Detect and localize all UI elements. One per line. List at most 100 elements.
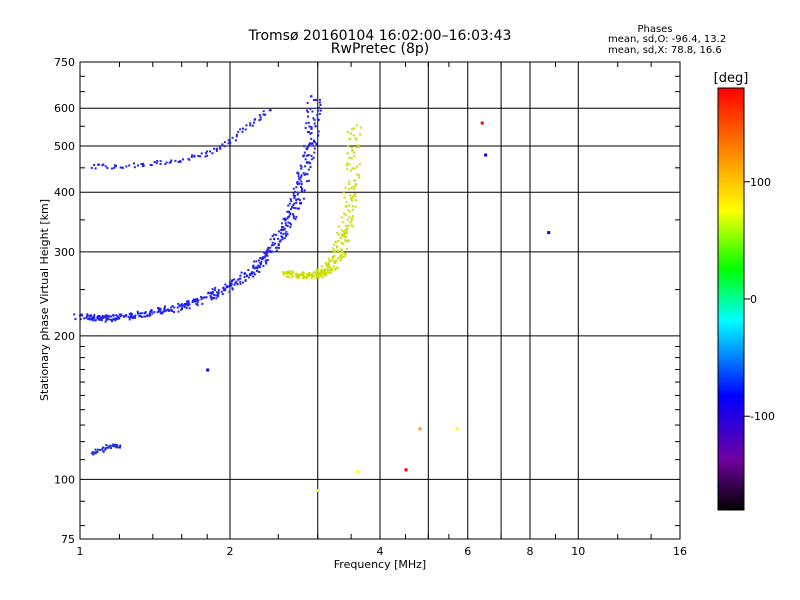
echo-point (300, 183, 303, 186)
echo-point (206, 154, 209, 157)
echo-point (242, 127, 244, 130)
echo-point (272, 233, 275, 236)
echo-point (353, 185, 356, 188)
echo-point (98, 315, 101, 318)
echo-point (269, 246, 272, 249)
echo-point (340, 216, 343, 219)
echo-point (339, 259, 342, 262)
echo-point (287, 272, 290, 275)
echo-point (130, 313, 133, 315)
echo-point (271, 250, 274, 253)
echo-point (217, 291, 220, 294)
echo-point (207, 292, 210, 295)
echo-point (307, 121, 310, 124)
echo-point (157, 307, 159, 309)
echo-point (317, 109, 320, 112)
echo-point (264, 254, 267, 257)
echo-point (271, 244, 273, 247)
echo-point (116, 315, 119, 318)
echo-point (230, 284, 233, 287)
echo-point (351, 215, 354, 218)
echo-point (161, 311, 164, 314)
x-tick-label: 16 (673, 545, 687, 558)
echo-point (267, 250, 270, 253)
echo-point (258, 114, 261, 117)
echo-point (142, 164, 145, 167)
echo-point (320, 274, 323, 277)
echo-point (290, 200, 293, 203)
echo-point (287, 204, 290, 207)
echo-point (231, 288, 234, 291)
echo-point (301, 187, 303, 190)
echo-point (177, 160, 180, 163)
echo-point (312, 156, 315, 159)
echo-point (118, 313, 121, 316)
y-axis-label: Stationary phase Virtual Height [km] (38, 199, 51, 401)
echo-point (253, 121, 255, 124)
echo-point (337, 240, 340, 242)
echo-point (235, 133, 238, 136)
echo-point (299, 202, 302, 205)
echo-point (291, 213, 294, 215)
echo-point (306, 173, 309, 176)
echo-point (97, 163, 100, 166)
echo-point (159, 163, 162, 165)
echo-point (334, 241, 337, 244)
echo-point (289, 213, 292, 216)
echo-point (200, 152, 203, 155)
echo-point (358, 176, 361, 179)
echo-point (169, 309, 171, 312)
echo-point (185, 303, 188, 306)
echo-point (255, 260, 258, 263)
echo-point (301, 272, 304, 275)
echo-point (277, 237, 279, 240)
echo-point (330, 259, 333, 262)
echo-point (94, 319, 97, 322)
echo-point (225, 286, 228, 289)
echo-point (116, 444, 119, 446)
echo-point (215, 297, 218, 300)
echo-point (222, 289, 225, 292)
echo-point (331, 268, 334, 271)
echo-point (345, 232, 348, 235)
echo-point (269, 251, 272, 253)
echo-point (112, 443, 115, 446)
echo-point (193, 300, 196, 303)
echo-point (323, 273, 325, 276)
echo-point (343, 255, 346, 258)
echo-point (184, 305, 187, 308)
echo-point (92, 451, 95, 454)
echo-point (231, 279, 234, 282)
echo-point (291, 205, 293, 208)
echo-point (353, 155, 356, 158)
echo-point (188, 158, 191, 161)
echo-point (187, 302, 190, 305)
echo-point (341, 233, 343, 236)
echo-point (120, 313, 123, 316)
echo-point (355, 165, 358, 168)
echo-point (350, 146, 353, 149)
echo-point (325, 264, 328, 267)
colorbar-ticks: 100 0 -100 (744, 176, 775, 423)
echo-point (249, 274, 252, 277)
echo-point (300, 272, 302, 275)
echo-point (350, 199, 353, 202)
echo-point (269, 249, 272, 252)
echo-point (163, 310, 166, 313)
echo-point (347, 209, 350, 212)
echo-point (342, 242, 345, 245)
echo-point (90, 166, 93, 169)
echo-point (284, 219, 287, 222)
echo-point (227, 142, 230, 145)
echo-point (85, 316, 88, 319)
x-axis-label: Frequency [MHz] (334, 558, 426, 571)
echo-point (185, 302, 188, 305)
axis-ticks: 1 2 4 6 8 10 16 75 100 200 300 400 500 600 750 (54, 56, 687, 558)
echo-point (297, 175, 300, 178)
echo-point (336, 246, 339, 249)
echo-point (320, 265, 323, 268)
echo-point (351, 195, 354, 198)
echo-point (90, 452, 93, 455)
echo-point (355, 199, 357, 202)
echo-point (133, 162, 135, 165)
